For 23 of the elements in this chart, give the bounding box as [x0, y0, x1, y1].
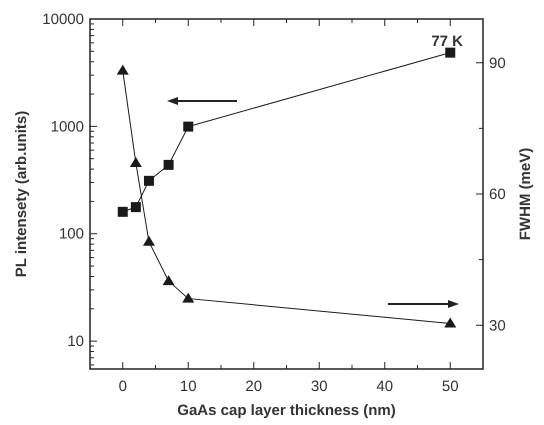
point: [144, 176, 154, 186]
point: [445, 48, 456, 58]
point: [118, 206, 128, 217]
y2-tick-label: 30: [489, 317, 506, 334]
y-tick-label: 10: [67, 333, 84, 350]
x-tick-label: 40: [376, 378, 394, 395]
y-tick-label: 100: [58, 226, 84, 243]
annotation: 77 K: [431, 33, 464, 50]
y-axis-title: PL intensety (arb.units): [13, 110, 30, 278]
point: [164, 160, 174, 170]
y-tick-label: 10000: [42, 11, 84, 28]
x-tick-label: 20: [245, 378, 262, 395]
y2-axis-title: FWHM (meV): [517, 148, 534, 240]
x-tick-label: 30: [310, 378, 328, 395]
x-tick-label: 0: [118, 378, 127, 395]
y2-tick-label: 90: [489, 54, 506, 72]
point: [183, 122, 194, 132]
point: [130, 202, 141, 212]
x-tick-label: 50: [442, 378, 459, 395]
x-axis-title: GaAs cap layer thickness (nm): [177, 402, 396, 419]
y2-tick-label: 60: [489, 186, 506, 203]
y-tick-label: 1000: [50, 118, 84, 136]
x-tick-label: 10: [180, 378, 197, 395]
